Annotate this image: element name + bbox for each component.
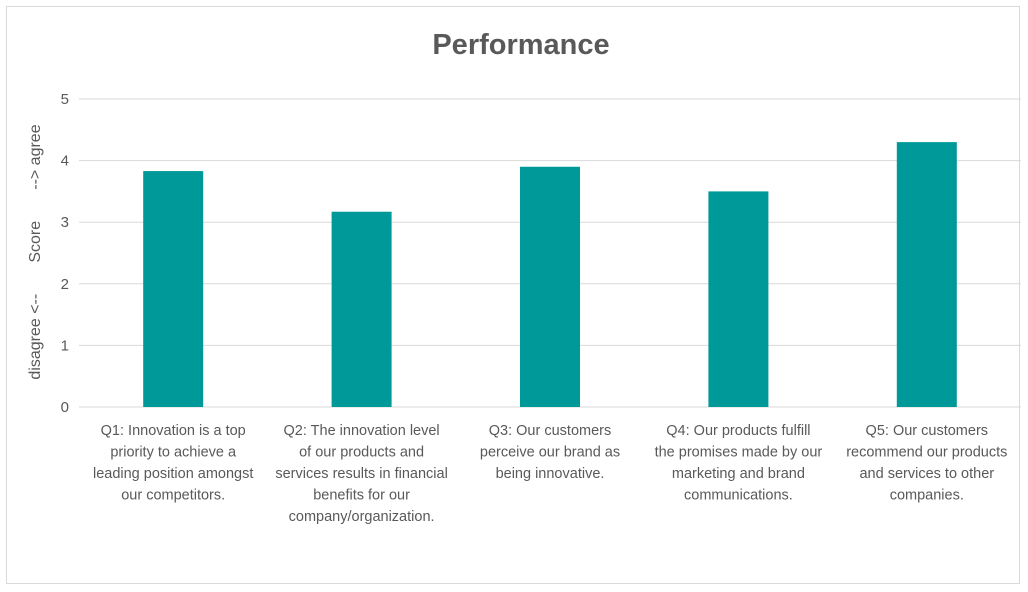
category-label-line: marketing and brand (672, 466, 805, 482)
y-tick-label: 5 (61, 91, 69, 108)
bar-q4 (708, 191, 769, 407)
chart-frame: Performance disagree <-- Score --> agree… (6, 6, 1021, 584)
category-label-line: services results in financial (275, 466, 447, 482)
category-label-q4: Q4: Our products fulfill the promises mad… (655, 423, 823, 504)
bar-q5 (896, 142, 957, 407)
category-label-q1: Q1: Innovation is a top priority to achie… (93, 423, 253, 504)
y-tick-label: 4 (61, 153, 69, 170)
category-label-q2: Q2: The innovation level of our products … (275, 423, 447, 525)
category-label-line: the promises made by our (655, 445, 823, 461)
category-label-line: Q1: Innovation is a top (101, 423, 246, 439)
category-label-line: companies. (890, 488, 964, 504)
y-tick-label: 2 (61, 276, 69, 293)
bars (143, 142, 957, 407)
category-label-line: and services to other (859, 466, 994, 482)
category-label-line: perceive our brand as (480, 445, 620, 461)
y-tick-label: 3 (61, 214, 69, 231)
category-label-line: Q2: The innovation level (284, 423, 440, 439)
category-label-line: benefits for our (313, 488, 410, 504)
performance-bar-chart: Performance disagree <-- Score --> agree… (27, 29, 1021, 525)
bar-q1 (143, 171, 204, 407)
category-label-line: Q3: Our customers (489, 423, 611, 439)
y-axis-label: disagree <-- Score --> agree (27, 124, 44, 379)
bar-q2 (331, 211, 392, 407)
category-label-line: being innovative. (496, 466, 605, 482)
category-label-q5: Q5: Our customers recommend our products a… (846, 423, 1007, 504)
category-label-line: priority to achieve a (110, 445, 237, 461)
category-label-q3: Q3: Our customers perceive our brand as be… (480, 423, 620, 482)
category-labels: Q1: Innovation is a top priority to achie… (93, 423, 1007, 525)
bar-q3 (520, 166, 580, 407)
y-tick-labels: 0 1 2 3 4 5 (61, 91, 69, 416)
category-label-line: of our products and (299, 445, 424, 461)
category-label-line: company/organization. (289, 509, 435, 525)
y-tick-label: 0 (61, 399, 69, 416)
category-label-line: leading position amongst (93, 466, 253, 482)
category-label-line: Q4: Our products fulfill (666, 423, 810, 439)
category-label-line: Q5: Our customers (866, 423, 988, 439)
category-label-line: communications. (684, 488, 793, 504)
category-label-line: recommend our products (846, 445, 1007, 461)
category-label-line: our competitors. (121, 488, 225, 504)
y-tick-label: 1 (61, 337, 69, 354)
chart-title: Performance (432, 29, 609, 61)
